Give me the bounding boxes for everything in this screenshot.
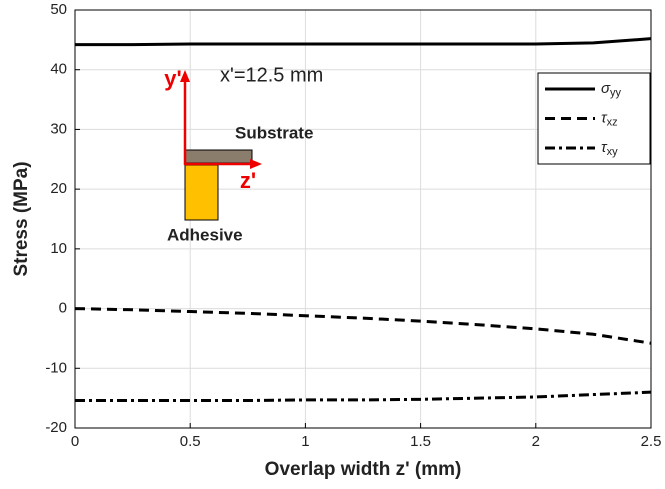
substrate-shape <box>184 149 253 164</box>
annotation: x'=12.5 mm <box>220 64 323 86</box>
x-tick-label: 2.5 <box>641 433 662 450</box>
annotation: Adhesive <box>167 225 243 244</box>
annotation: y' <box>164 66 181 91</box>
arrow-head <box>250 159 262 169</box>
y-tick-label: 10 <box>50 240 67 257</box>
y-tick-label: 50 <box>50 1 67 18</box>
arrow-head <box>180 70 190 82</box>
x-tick-label: 1 <box>301 433 309 450</box>
plot-frame <box>74 9 652 429</box>
adhesive-shape <box>184 164 219 221</box>
x-tick-label: 2 <box>532 433 540 450</box>
x-tick-label: 0 <box>71 433 79 450</box>
y-tick-label: -20 <box>45 419 67 436</box>
x-axis-label: Overlap width z' (mm) <box>265 459 462 480</box>
annotation: Substrate <box>235 123 313 142</box>
y-tick-label: 20 <box>50 180 67 197</box>
y-tick-label: 40 <box>50 61 67 78</box>
series-line <box>74 307 652 345</box>
y-tick-label: 0 <box>59 300 67 317</box>
x-tick-label: 0.5 <box>180 433 201 450</box>
x-tick-label: 1.5 <box>410 433 431 450</box>
y-tick-label: -10 <box>45 359 67 376</box>
series-line <box>75 390 652 403</box>
y-tick-label: 30 <box>50 120 67 137</box>
annotation: z' <box>240 168 256 193</box>
y-axis-label: Stress (MPa) <box>11 161 32 276</box>
legend-label: σyy <box>601 80 622 99</box>
legend-label: τxy <box>601 139 618 158</box>
legend-label: τxz <box>601 109 618 128</box>
series-line <box>75 37 652 47</box>
